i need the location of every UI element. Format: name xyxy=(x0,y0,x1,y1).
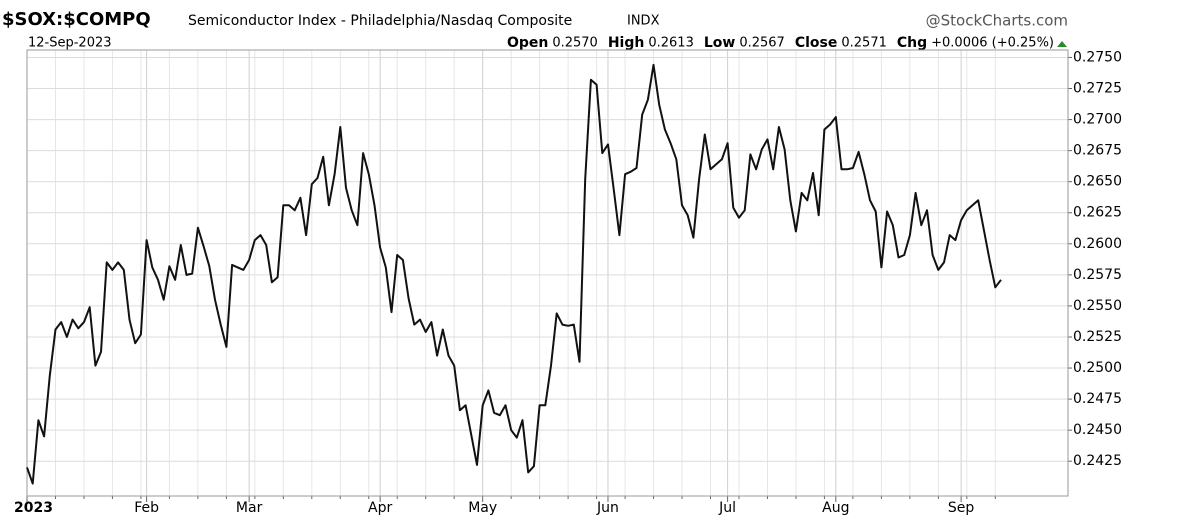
quote-value: 0.2570 xyxy=(552,36,598,51)
y-tick-label: 0.2525 xyxy=(1073,329,1122,345)
plot-area: 2023 Feb Mar Apr May Jun Jul Aug Sep 0.2425 0.2450… xyxy=(14,49,1122,516)
x-tick-label: Jun xyxy=(596,500,619,516)
x-tick-label: Feb xyxy=(134,500,159,516)
chart-subtitle: Semiconductor Index - Philadelphia/Nasda… xyxy=(188,13,572,29)
quote-label: Chg xyxy=(897,35,927,51)
quote-value: 0.2571 xyxy=(841,36,887,51)
y-tick-label: 0.2550 xyxy=(1073,298,1122,314)
x-tick-label: Mar xyxy=(236,500,263,516)
quote-value: 0.2613 xyxy=(648,36,694,51)
x-tick-label: Apr xyxy=(368,500,392,516)
y-tick-label: 0.2475 xyxy=(1073,391,1122,407)
x-tick-label: Sep xyxy=(948,500,975,516)
x-tick-label: Jul xyxy=(718,500,736,516)
x-tick-label: May xyxy=(468,500,497,516)
x-tick-label: 2023 xyxy=(14,500,53,516)
date: 12-Sep-2023 xyxy=(28,36,112,51)
plot-frame xyxy=(26,49,1069,497)
y-tick-label: 0.2675 xyxy=(1073,143,1122,159)
change-arrow xyxy=(1057,41,1067,47)
quote-value: 0.2567 xyxy=(739,36,785,51)
y-tick-label: 0.2575 xyxy=(1073,267,1122,283)
y-tick-label: 0.2450 xyxy=(1073,422,1122,438)
y-tick-label: 0.2500 xyxy=(1073,360,1122,376)
y-tick-label: 0.2750 xyxy=(1073,49,1122,65)
price-line xyxy=(26,63,1002,485)
y-tick-label: 0.2650 xyxy=(1073,174,1122,190)
y-tick-label: 0.2425 xyxy=(1073,453,1122,469)
x-tick-label: Aug xyxy=(822,500,849,516)
y-tick-label: 0.2700 xyxy=(1073,112,1122,128)
quote-label: Open xyxy=(507,35,548,51)
quote-label: Low xyxy=(704,35,736,51)
chart-title: $SOX:$COMPQ xyxy=(2,9,151,30)
source: @StockCharts.com xyxy=(926,12,1068,30)
quote-label: Close xyxy=(795,35,838,51)
quote-label: High xyxy=(608,35,645,51)
exchange: INDX xyxy=(627,14,660,29)
y-tick-label: 0.2625 xyxy=(1073,205,1122,221)
quote-value: +0.0006 (+0.25%) xyxy=(931,36,1054,51)
y-tick-label: 0.2725 xyxy=(1073,81,1122,97)
y-tick-label: 0.2600 xyxy=(1073,236,1122,252)
